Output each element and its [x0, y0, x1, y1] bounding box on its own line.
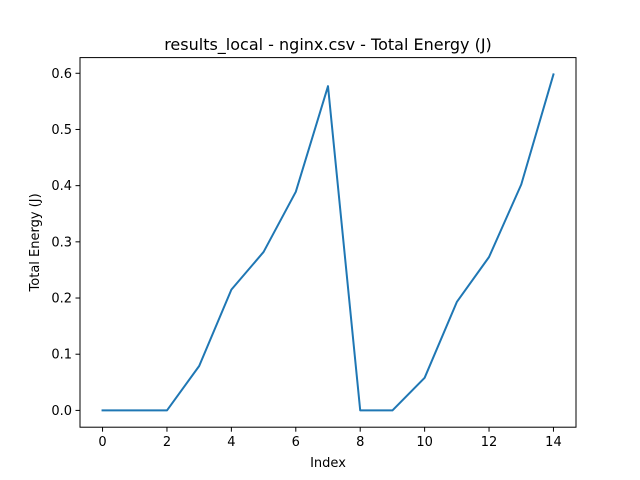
- x-axis-ticks: 0 2 4 6 8 10 12 14: [98, 427, 562, 450]
- x-tick-label: 10: [416, 435, 433, 450]
- y-tick-label: 0.2: [51, 292, 72, 307]
- y-tick-label: 0.0: [51, 404, 72, 419]
- x-tick-label: 8: [356, 435, 364, 450]
- series-layer: [101, 73, 555, 412]
- x-tick-label: 4: [227, 435, 235, 450]
- x-tick-label: 6: [292, 435, 300, 450]
- series-line-0: [101, 73, 555, 412]
- y-tick-label: 0.5: [51, 123, 72, 138]
- x-tick-label: 12: [481, 435, 498, 450]
- y-axis-ticks: 0.0 0.1 0.2 0.3 0.4 0.5 0.6: [51, 67, 80, 419]
- y-tick-label: 0.3: [51, 235, 72, 250]
- x-axis-label: Index: [310, 456, 346, 471]
- chart-title: results_local - nginx.csv - Total Energy…: [164, 35, 492, 55]
- x-tick-label: 2: [163, 435, 171, 450]
- y-tick-label: 0.6: [51, 67, 72, 82]
- x-tick-label: 14: [545, 435, 562, 450]
- y-axis-label: Total Energy (J): [28, 193, 43, 292]
- y-tick-label: 0.1: [51, 348, 72, 363]
- plot-area-frame: [79, 57, 577, 428]
- y-tick-label: 0.4: [51, 179, 72, 194]
- x-tick-label: 0: [98, 435, 106, 450]
